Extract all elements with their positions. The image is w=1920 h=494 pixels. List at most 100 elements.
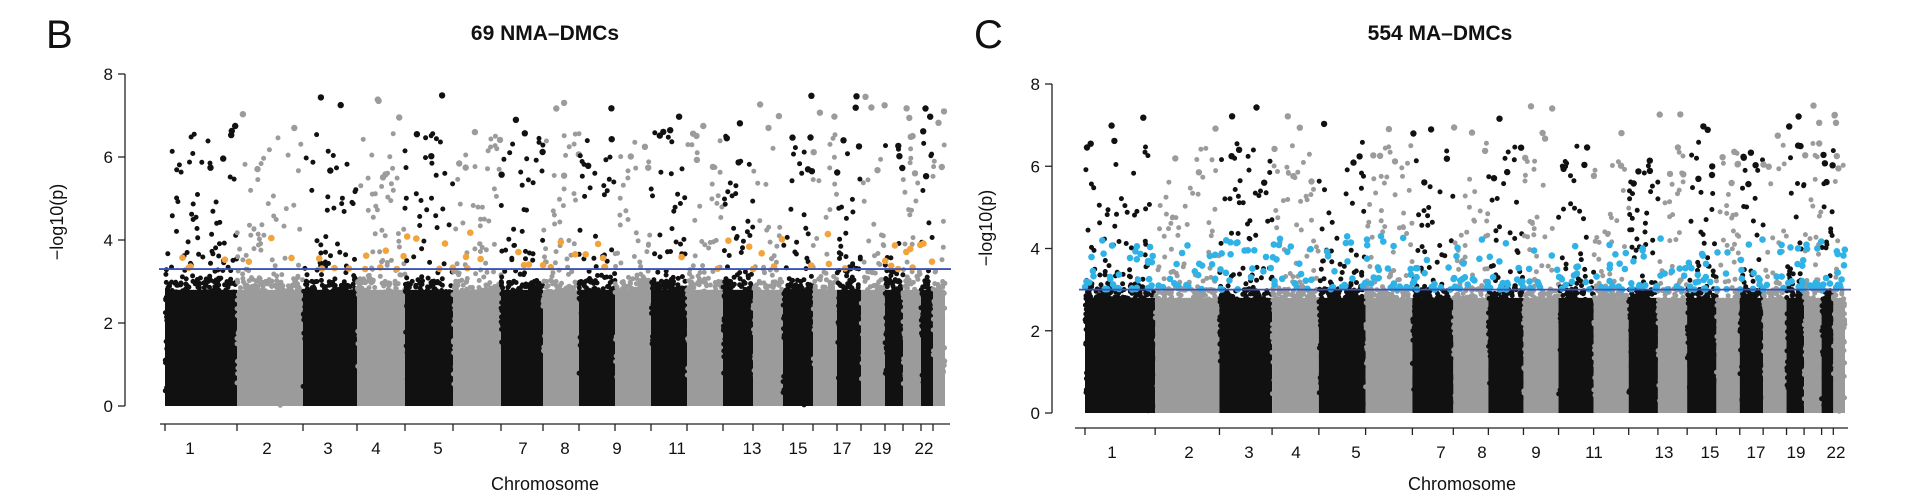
significant-point — [1363, 241, 1371, 249]
top-hit-point — [496, 136, 504, 144]
chromosome-base-band — [921, 289, 933, 406]
significant-point — [1222, 269, 1230, 277]
chromosome-base-band — [903, 289, 921, 406]
top-hit-point — [896, 153, 903, 160]
significant-point — [1175, 282, 1182, 290]
significant-point — [1609, 282, 1616, 289]
chromosome-base-band — [783, 289, 813, 406]
significant-point — [1461, 274, 1469, 281]
top-hit-point — [1786, 123, 1793, 130]
top-hit-point — [909, 132, 916, 140]
top-hit-point — [693, 132, 700, 140]
significant-point — [1685, 259, 1693, 267]
significant-point — [1375, 266, 1383, 274]
x-tick-label: 1 — [185, 439, 194, 458]
top-hit-point — [1719, 154, 1726, 161]
significant-point — [1676, 265, 1683, 272]
significant-point — [599, 254, 607, 262]
significant-point — [1085, 279, 1093, 286]
significant-point — [462, 253, 470, 261]
significant-point — [1773, 273, 1780, 281]
top-hit-point — [1308, 178, 1315, 185]
top-hit-point — [428, 153, 435, 160]
significant-point — [1513, 276, 1521, 283]
significant-point — [1818, 238, 1825, 245]
significant-point — [1722, 270, 1730, 277]
top-hit-point — [1618, 129, 1625, 137]
significant-point — [1380, 238, 1387, 245]
significant-point — [362, 252, 370, 259]
y-tick-label: 6 — [1031, 157, 1040, 176]
chromosome-base-band — [1318, 297, 1366, 413]
panel-b: B 69 NMA–DMCs 0 2 4 6 8 1 2 3 4 5 7 8 9 11 13 15 17 19 22… — [46, 13, 951, 494]
significant-point — [1457, 277, 1464, 284]
top-hit-point — [700, 122, 707, 130]
significant-point — [331, 264, 338, 272]
significant-point — [1106, 275, 1114, 283]
x-tick-label: 5 — [433, 439, 442, 458]
significant-point — [1249, 265, 1256, 272]
significant-point — [1489, 273, 1497, 281]
significant-point — [1409, 279, 1417, 287]
significant-point — [1227, 239, 1234, 246]
significant-point — [1423, 256, 1431, 264]
top-hit-point — [1296, 124, 1304, 131]
top-hit-point — [553, 105, 560, 112]
significant-point — [1680, 272, 1688, 280]
significant-point — [1750, 269, 1757, 277]
significant-point — [903, 248, 910, 256]
significant-point — [770, 263, 778, 270]
significant-point — [1291, 280, 1299, 287]
top-hit-point — [1695, 175, 1702, 182]
significant-point — [1630, 258, 1637, 265]
top-hit-point — [1581, 161, 1588, 169]
x-tick-label: 15 — [789, 439, 808, 458]
top-hit-point — [756, 101, 764, 108]
significant-point — [1799, 257, 1807, 264]
top-hit-point — [1590, 172, 1598, 179]
significant-point — [245, 258, 253, 266]
top-hit-point — [1356, 153, 1363, 160]
significant-point — [1185, 282, 1192, 290]
top-hit-point — [935, 119, 942, 127]
top-hit-point — [1087, 140, 1094, 147]
top-hit-point — [1832, 119, 1840, 127]
top-hit-point — [220, 155, 227, 162]
panel-b-x-axis: 1 2 3 4 5 7 8 9 11 13 15 17 19 22 — [160, 423, 950, 458]
significant-point — [1089, 267, 1097, 275]
top-hit-point — [1290, 172, 1297, 180]
significant-point — [1088, 253, 1095, 261]
top-hit-point — [1111, 137, 1118, 145]
top-hit-point — [1656, 111, 1663, 118]
top-hit-point — [1212, 125, 1219, 132]
x-tick-label: 17 — [833, 439, 852, 458]
top-hit-point — [498, 171, 505, 178]
top-hit-point — [895, 142, 902, 150]
top-hit-point — [1833, 152, 1841, 160]
significant-point — [1390, 242, 1397, 250]
top-hit-point — [413, 131, 421, 138]
significant-point — [1639, 245, 1646, 252]
chromosome-base-band — [1085, 297, 1156, 413]
panel-c-y-label: −log10(p) — [976, 190, 996, 267]
significant-point — [1834, 250, 1841, 258]
significant-point — [1384, 265, 1392, 272]
top-hit-point — [1261, 179, 1268, 186]
x-tick-label: 19 — [873, 439, 892, 458]
chromosome-base-band — [1412, 297, 1454, 413]
significant-point — [1363, 236, 1371, 243]
significant-point — [1271, 277, 1278, 285]
significant-point — [449, 264, 457, 272]
significant-point — [1247, 274, 1255, 281]
top-hit-point — [775, 112, 783, 120]
significant-point — [403, 233, 411, 240]
top-hit-point — [1820, 151, 1827, 159]
significant-point — [1695, 278, 1702, 285]
x-tick-label: 11 — [1585, 443, 1603, 462]
significant-point — [1217, 266, 1224, 273]
significant-point — [1267, 264, 1275, 272]
significant-point — [1738, 266, 1745, 274]
top-hit-point — [1831, 111, 1839, 119]
top-hit-point — [375, 97, 382, 105]
top-hit-point — [922, 173, 930, 180]
